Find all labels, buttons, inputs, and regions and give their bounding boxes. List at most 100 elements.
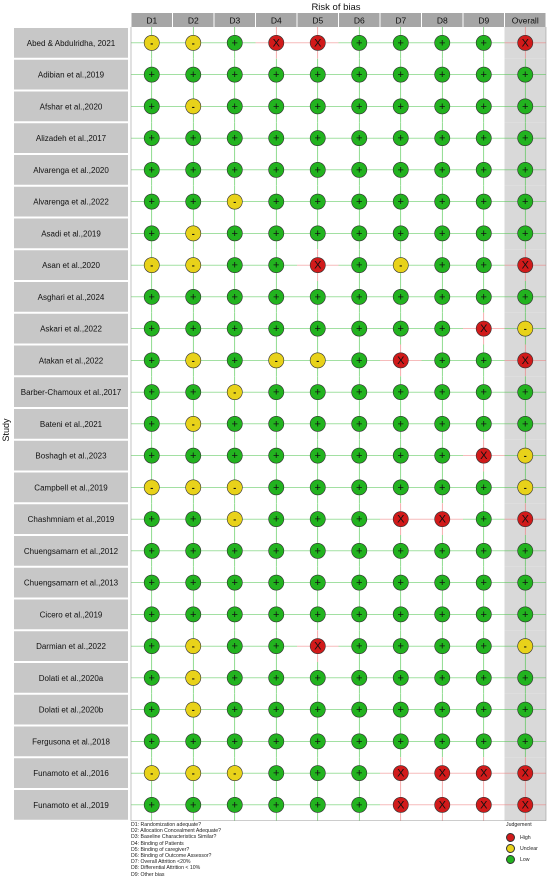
judgement-symbol: + — [481, 196, 487, 208]
judgement-circle — [268, 130, 285, 147]
judgement-circle — [475, 225, 492, 242]
judgement-symbol: + — [149, 133, 155, 145]
judgement-symbol: + — [190, 196, 196, 208]
judgement-circle — [309, 193, 326, 210]
study-row: Boshagh et al.,2023 + + + + + + + + X - — [14, 439, 546, 472]
judgement-symbol: + — [315, 577, 321, 589]
judgement-symbol: X — [439, 799, 447, 811]
judgement-circle — [434, 320, 451, 337]
judgement-circle — [475, 638, 492, 655]
judgement-circle — [226, 98, 243, 115]
judgement-symbol: + — [232, 164, 238, 176]
judgement-circle — [517, 257, 534, 274]
judgement-circle — [309, 733, 326, 750]
judgement-circle — [268, 384, 285, 401]
judgement-symbol: - — [192, 261, 195, 271]
judgement-circle — [268, 352, 285, 369]
judgement-symbol: + — [232, 450, 238, 462]
judgement-circle — [226, 257, 243, 274]
judgement-symbol: + — [315, 768, 321, 780]
judgement-circle — [434, 66, 451, 83]
judgement-circle — [226, 701, 243, 718]
judgement-circle — [434, 574, 451, 591]
judgement-symbol: + — [273, 609, 279, 621]
judgement-circle — [185, 98, 202, 115]
judgement-symbol: + — [273, 450, 279, 462]
judgement-symbol: + — [481, 291, 487, 303]
judgement-symbol: + — [190, 133, 196, 145]
study-row: Askari et al.,2022 + + + + + + + + X - — [14, 312, 546, 345]
judgement-symbol: + — [356, 482, 362, 494]
judgement-circle — [351, 765, 368, 782]
judgement-symbol: - — [192, 705, 195, 715]
judgement-circle — [185, 669, 202, 686]
judgement-symbol: + — [356, 672, 362, 684]
judgement-circle — [392, 606, 409, 623]
legend-label: Unclear — [520, 845, 538, 852]
judgement-symbol: + — [273, 768, 279, 780]
judgement-symbol: - — [150, 483, 153, 493]
study-name: Alizadeh et al.,2017 — [36, 134, 107, 143]
judgement-circle — [143, 447, 160, 464]
judgement-symbol: + — [149, 577, 155, 589]
judgement-symbol: + — [439, 101, 445, 113]
judgement-symbol: + — [398, 609, 404, 621]
judgement-circle — [185, 479, 202, 496]
judgement-circle — [309, 415, 326, 432]
judgement-symbol: + — [522, 736, 528, 748]
judgement-circle — [268, 511, 285, 528]
judgement-symbol: + — [356, 768, 362, 780]
judgement-symbol: X — [397, 799, 405, 811]
header-cell — [463, 13, 504, 27]
study-label-cell — [14, 218, 128, 249]
judgement-circle — [351, 574, 368, 591]
judgement-circle — [351, 384, 368, 401]
judgement-symbol: + — [439, 641, 445, 653]
judgement-circle — [517, 606, 534, 623]
judgement-circle — [351, 193, 368, 210]
judgement-circle — [268, 606, 285, 623]
judgement-circle — [309, 384, 326, 401]
legend-title: Judgement — [506, 822, 532, 828]
judgement-symbol: - — [192, 483, 195, 493]
judgement-symbol: + — [398, 196, 404, 208]
judgement-symbol: + — [232, 133, 238, 145]
judgement-circle — [434, 415, 451, 432]
judgement-symbol: + — [149, 164, 155, 176]
judgement-circle — [351, 98, 368, 115]
header-cell — [297, 13, 338, 27]
judgement-circle — [309, 130, 326, 147]
judgement-circle — [309, 796, 326, 813]
study-name: Chuengsamarn et al.,2013 — [24, 579, 119, 588]
judgement-symbol: + — [439, 672, 445, 684]
judgement-symbol: + — [398, 450, 404, 462]
judgement-circle — [268, 34, 285, 51]
judgement-symbol: + — [273, 387, 279, 399]
judgement-symbol: + — [522, 418, 528, 430]
study-label-cell — [14, 377, 128, 407]
judgement-circle — [185, 796, 202, 813]
study-rows: Abed & Abdulridha, 2021 - - + X X + + + + X Adibian… — [14, 27, 547, 822]
judgement-symbol: + — [315, 101, 321, 113]
judgement-symbol: + — [273, 260, 279, 272]
study-name: Asadi et al.,2019 — [41, 229, 101, 238]
judgement-circle — [309, 511, 326, 528]
judgement-circle — [143, 352, 160, 369]
judgement-symbol: + — [356, 69, 362, 81]
judgement-symbol: + — [522, 577, 528, 589]
study-row: Fergusona et al.,2018 + + + + + + + + + + — [14, 725, 546, 758]
domain-definition: D6: Binding of Outcome Assessor? — [131, 853, 212, 860]
judgement-symbol: + — [232, 291, 238, 303]
judgement-circle — [475, 193, 492, 210]
judgement-circle — [185, 765, 202, 782]
judgement-circle — [475, 130, 492, 147]
judgement-symbol: + — [522, 101, 528, 113]
judgement-circle — [475, 257, 492, 274]
judgement-symbol: + — [232, 37, 238, 49]
judgement-circle — [268, 161, 285, 178]
judgement-circle — [143, 384, 160, 401]
judgement-symbol: + — [481, 514, 487, 526]
judgement-circle — [351, 288, 368, 305]
judgement-symbol: - — [192, 419, 195, 429]
judgement-circle — [351, 511, 368, 528]
